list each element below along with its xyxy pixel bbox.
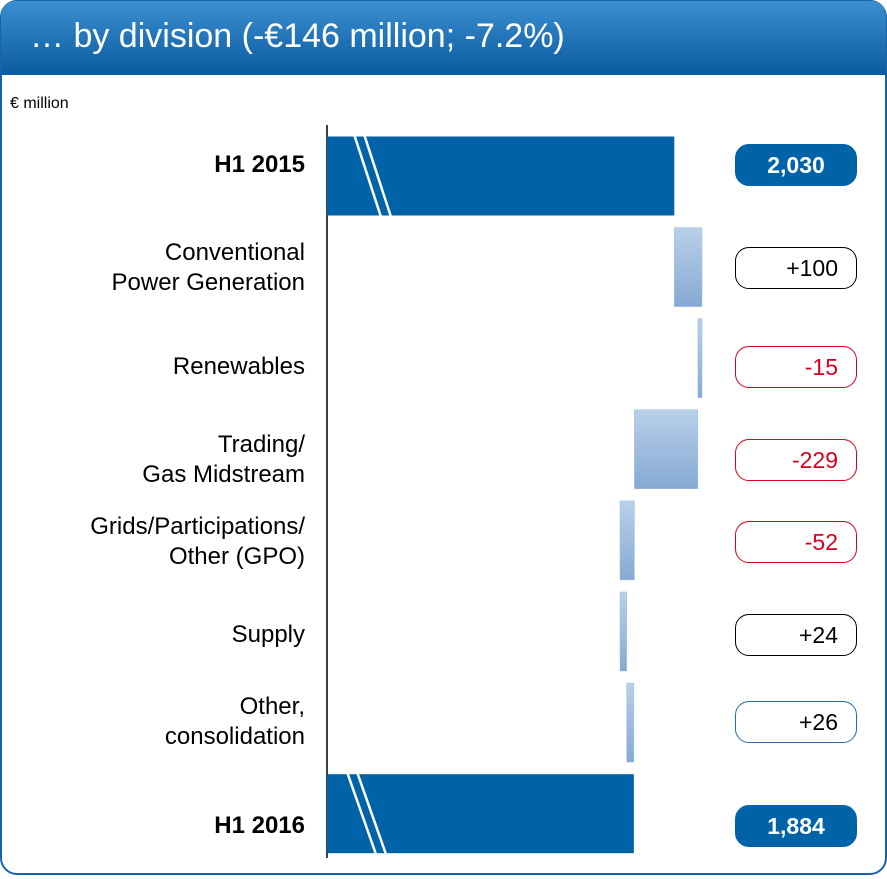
delta-bar — [634, 409, 699, 490]
value-label: -15 — [735, 346, 857, 388]
value-label: +26 — [735, 701, 857, 743]
delta-bar — [674, 227, 703, 307]
header-bar — [1, 1, 886, 75]
unit-label: € million — [10, 95, 69, 112]
value-label: +100 — [735, 247, 857, 289]
value-label: 2,030 — [735, 144, 857, 186]
category-label: Trading/ Gas Midstream — [142, 431, 305, 488]
category-label: H1 2016 — [214, 812, 305, 839]
category-label: Conventional Power Generation — [111, 239, 305, 296]
value-label: 1,884 — [735, 805, 857, 847]
value-label: -52 — [735, 521, 857, 563]
category-label: Grids/Participations/ Other (GPO) — [90, 513, 305, 570]
category-label: Supply — [231, 621, 305, 648]
delta-bar — [619, 591, 627, 672]
total-bar — [327, 136, 675, 216]
delta-bar — [626, 682, 635, 763]
axis-break — [338, 127, 394, 861]
delta-bar — [619, 500, 635, 581]
delta-bar — [697, 318, 703, 398]
value-label: +24 — [735, 614, 857, 656]
chart-title: … by division (-€146 million; -7.2%) — [30, 17, 565, 55]
total-bar — [327, 774, 634, 854]
category-label: Other, consolidation — [164, 693, 305, 750]
category-label: H1 2015 — [214, 151, 305, 178]
category-label: Renewables — [172, 353, 305, 380]
value-label: -229 — [735, 439, 857, 481]
